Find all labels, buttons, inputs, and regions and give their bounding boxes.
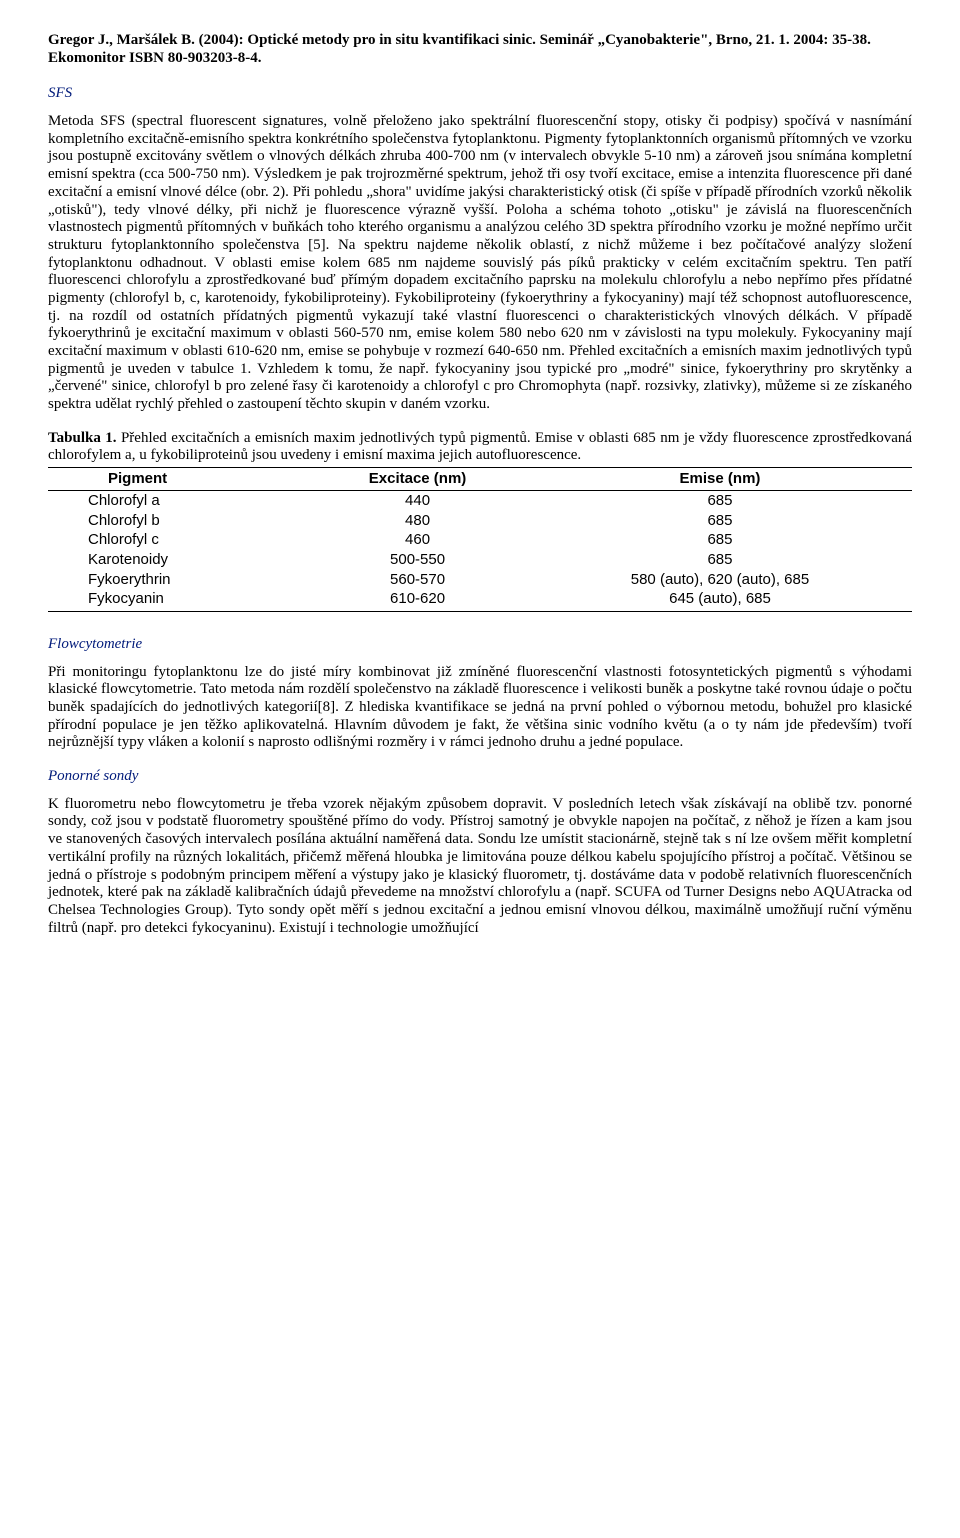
table-col-pigment: Pigment bbox=[48, 468, 307, 491]
table-cell: 685 bbox=[528, 511, 912, 531]
table-cell: 580 (auto), 620 (auto), 685 bbox=[528, 570, 912, 590]
section-title-sfs: SFS bbox=[48, 85, 912, 103]
table-cell: Chlorofyl b bbox=[48, 511, 307, 531]
table-cell: 685 bbox=[528, 490, 912, 510]
section-body-sfs: Metoda SFS (spectral fluorescent signatu… bbox=[48, 113, 912, 414]
table-body: Chlorofyl a 440 685 Chlorofyl b 480 685 … bbox=[48, 490, 912, 611]
table-cell: 610-620 bbox=[307, 589, 528, 611]
table-row: Karotenoidy 500-550 685 bbox=[48, 550, 912, 570]
table-row: Fykocyanin 610-620 645 (auto), 685 bbox=[48, 589, 912, 611]
table-cell: 460 bbox=[307, 530, 528, 550]
table-caption: Tabulka 1. Přehled excitačních a emisníc… bbox=[48, 430, 912, 465]
table-cell: 480 bbox=[307, 511, 528, 531]
table-cell: Chlorofyl a bbox=[48, 490, 307, 510]
section-body-flowcytometrie: Při monitoringu fytoplanktonu lze do jis… bbox=[48, 664, 912, 752]
table-cell: 685 bbox=[528, 530, 912, 550]
section-title-flowcytometrie: Flowcytometrie bbox=[48, 636, 912, 654]
table-header-row: Pigment Excitace (nm) Emise (nm) bbox=[48, 468, 912, 491]
table-cell: Fykoerythrin bbox=[48, 570, 307, 590]
table-cell: 685 bbox=[528, 550, 912, 570]
table-cell: Karotenoidy bbox=[48, 550, 307, 570]
table-cell: 500-550 bbox=[307, 550, 528, 570]
table-cell: Chlorofyl c bbox=[48, 530, 307, 550]
page-header-citation: Gregor J., Maršálek B. (2004): Optické m… bbox=[48, 32, 912, 67]
table-row: Fykoerythrin 560-570 580 (auto), 620 (au… bbox=[48, 570, 912, 590]
table-cell: 645 (auto), 685 bbox=[528, 589, 912, 611]
table-row: Chlorofyl c 460 685 bbox=[48, 530, 912, 550]
table-cell: Fykocyanin bbox=[48, 589, 307, 611]
pigment-table: Pigment Excitace (nm) Emise (nm) Chlorof… bbox=[48, 467, 912, 612]
table-row: Chlorofyl a 440 685 bbox=[48, 490, 912, 510]
table-col-emise: Emise (nm) bbox=[528, 468, 912, 491]
table-caption-label: Tabulka 1. bbox=[48, 430, 117, 446]
table-row: Chlorofyl b 480 685 bbox=[48, 511, 912, 531]
table-caption-text: Přehled excitačních a emisních maxim jed… bbox=[48, 430, 912, 464]
table-cell: 560-570 bbox=[307, 570, 528, 590]
section-body-ponorne: K fluorometru nebo flowcytometru je třeb… bbox=[48, 796, 912, 938]
section-title-ponorne: Ponorné sondy bbox=[48, 768, 912, 786]
table-col-excitace: Excitace (nm) bbox=[307, 468, 528, 491]
table-cell: 440 bbox=[307, 490, 528, 510]
